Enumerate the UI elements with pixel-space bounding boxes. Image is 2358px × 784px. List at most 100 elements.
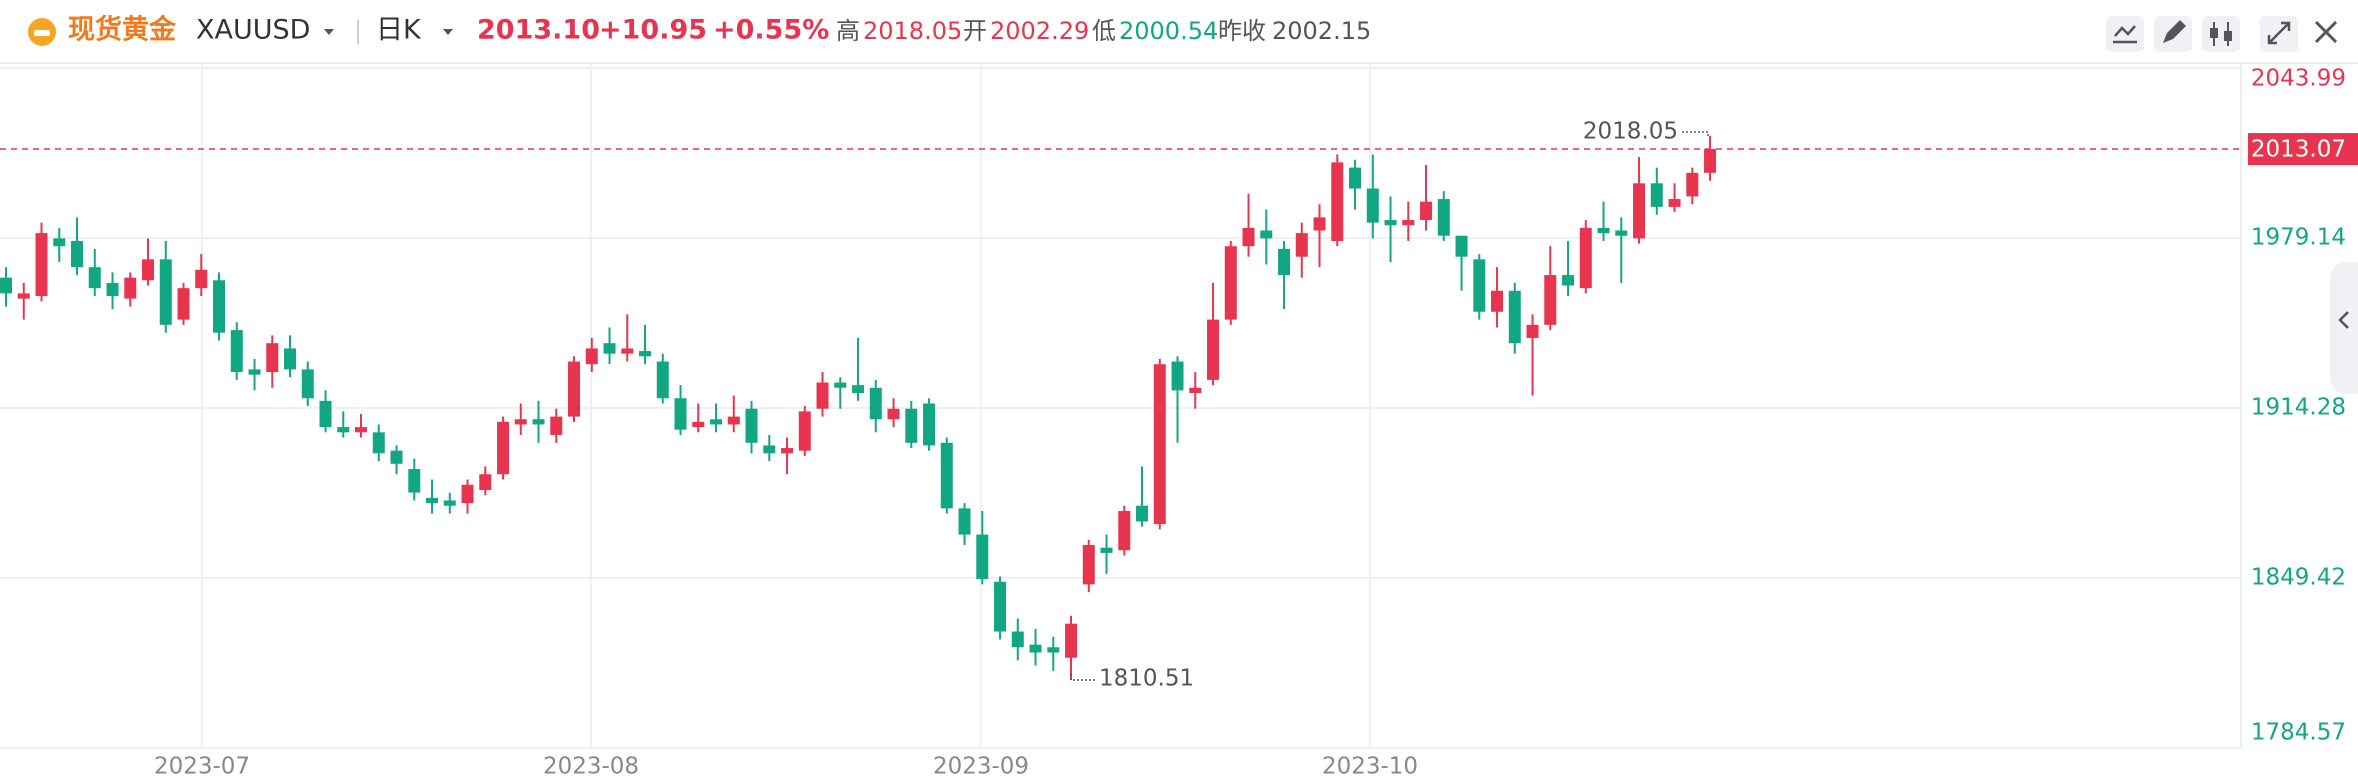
candle-body xyxy=(585,348,598,365)
y-tick-label: 1979.14 xyxy=(2251,224,2346,250)
candle-body xyxy=(763,445,776,454)
y-tick-label: 1784.57 xyxy=(2251,720,2346,746)
candle-body xyxy=(1615,230,1628,236)
stat-value: 2000.54 xyxy=(1119,17,1218,45)
candle-body xyxy=(1029,644,1042,653)
side-tab[interactable] xyxy=(2330,262,2358,394)
side-tab-icon xyxy=(2338,311,2349,329)
tool-icon xyxy=(2210,28,2218,38)
y-tick-label: 1914.28 xyxy=(2251,395,2346,421)
low-leader xyxy=(1070,674,1096,681)
change: +10.95 xyxy=(599,15,707,46)
stat-label: 开 xyxy=(963,17,987,45)
close-icon[interactable] xyxy=(2314,20,2338,44)
candle-body xyxy=(1224,246,1237,320)
tool-icon xyxy=(2163,20,2186,43)
candle-body xyxy=(443,500,456,506)
candle-body xyxy=(124,277,137,299)
high-leader xyxy=(1682,131,1709,138)
period[interactable]: 日K xyxy=(376,15,422,46)
candle-body xyxy=(1402,220,1415,226)
x-tick-label: 2023-07 xyxy=(154,754,250,780)
candle-body xyxy=(1650,183,1663,207)
candle-body xyxy=(994,581,1007,632)
candle-body xyxy=(727,416,740,425)
candle-body xyxy=(319,400,332,428)
candle-body xyxy=(1562,275,1575,286)
candle-body xyxy=(692,421,705,428)
price: 2013.10 xyxy=(477,15,600,46)
candle-body xyxy=(1366,188,1379,223)
stat-value: 2002.29 xyxy=(990,17,1089,45)
candle-body xyxy=(1704,149,1717,173)
candle-body xyxy=(17,293,30,299)
candle-body xyxy=(1579,227,1592,289)
candle-body xyxy=(1047,647,1060,653)
candle-body xyxy=(887,408,900,420)
candle-body xyxy=(639,351,652,357)
candle-body xyxy=(479,474,492,490)
candle-body xyxy=(1136,505,1149,522)
candle-body xyxy=(514,419,527,425)
dropdown-icon[interactable] xyxy=(443,29,453,35)
candle-body xyxy=(1313,217,1326,231)
tool-button[interactable] xyxy=(2202,16,2240,52)
candle-body xyxy=(195,269,208,289)
candle-body xyxy=(35,233,48,297)
candle-body xyxy=(1011,631,1024,648)
candle-body xyxy=(301,369,314,399)
coin-icon-bar xyxy=(34,30,50,36)
candle-body xyxy=(1260,230,1273,239)
candle-body xyxy=(603,343,616,354)
instrument-symbol[interactable]: XAUUSD xyxy=(196,15,310,46)
tool-icon xyxy=(2224,31,2232,41)
candle-body xyxy=(426,497,439,504)
candle-body xyxy=(1295,233,1308,257)
tool-icon xyxy=(2267,21,2291,45)
candle-body xyxy=(816,382,829,409)
dropdown-icon[interactable] xyxy=(324,29,334,35)
candle-body xyxy=(621,348,634,354)
stats: 高 2018.05 开 2002.29 低 2000.54 昨收 2002.15 xyxy=(836,17,1371,45)
candle-body xyxy=(710,419,723,425)
candle-body xyxy=(1491,290,1504,312)
candle-body xyxy=(1189,387,1202,394)
candle-body xyxy=(532,419,545,425)
stat-value: 2018.05 xyxy=(863,17,962,45)
stat-label: 昨收 xyxy=(1218,17,1266,45)
candle-body xyxy=(1420,201,1433,221)
candle-body xyxy=(940,442,953,509)
candle-body xyxy=(1686,172,1699,197)
candle-body xyxy=(674,398,687,430)
high-annotation: 2018.05 xyxy=(1583,118,1678,144)
candle-body xyxy=(1331,162,1344,241)
candle-body xyxy=(568,361,581,417)
candle-body xyxy=(976,534,989,580)
candle-body xyxy=(745,408,758,443)
tool-icon xyxy=(2113,25,2137,44)
candle-body xyxy=(142,259,155,281)
candle-body xyxy=(1278,248,1291,276)
candle-body xyxy=(213,280,226,333)
candle-body xyxy=(1100,547,1113,553)
candle-body xyxy=(88,267,101,289)
stat-label: 高 xyxy=(836,17,860,45)
stat-value: 2002.15 xyxy=(1272,17,1371,45)
candle-body xyxy=(337,427,350,433)
candle-body xyxy=(834,382,847,388)
candle-body xyxy=(1437,199,1450,236)
change-pct: +0.55% xyxy=(713,15,829,46)
candle-body xyxy=(230,330,243,373)
candle-body xyxy=(266,343,279,373)
tool-button[interactable] xyxy=(2106,16,2144,52)
candle-body xyxy=(461,484,474,504)
candle-body xyxy=(0,277,13,294)
candle-body xyxy=(372,432,385,454)
candle-body xyxy=(1082,545,1095,585)
stat-label: 低 xyxy=(1092,17,1116,45)
candle-body xyxy=(1065,623,1078,658)
x-tick-label: 2023-09 xyxy=(933,754,1029,780)
candle-body xyxy=(106,282,119,297)
